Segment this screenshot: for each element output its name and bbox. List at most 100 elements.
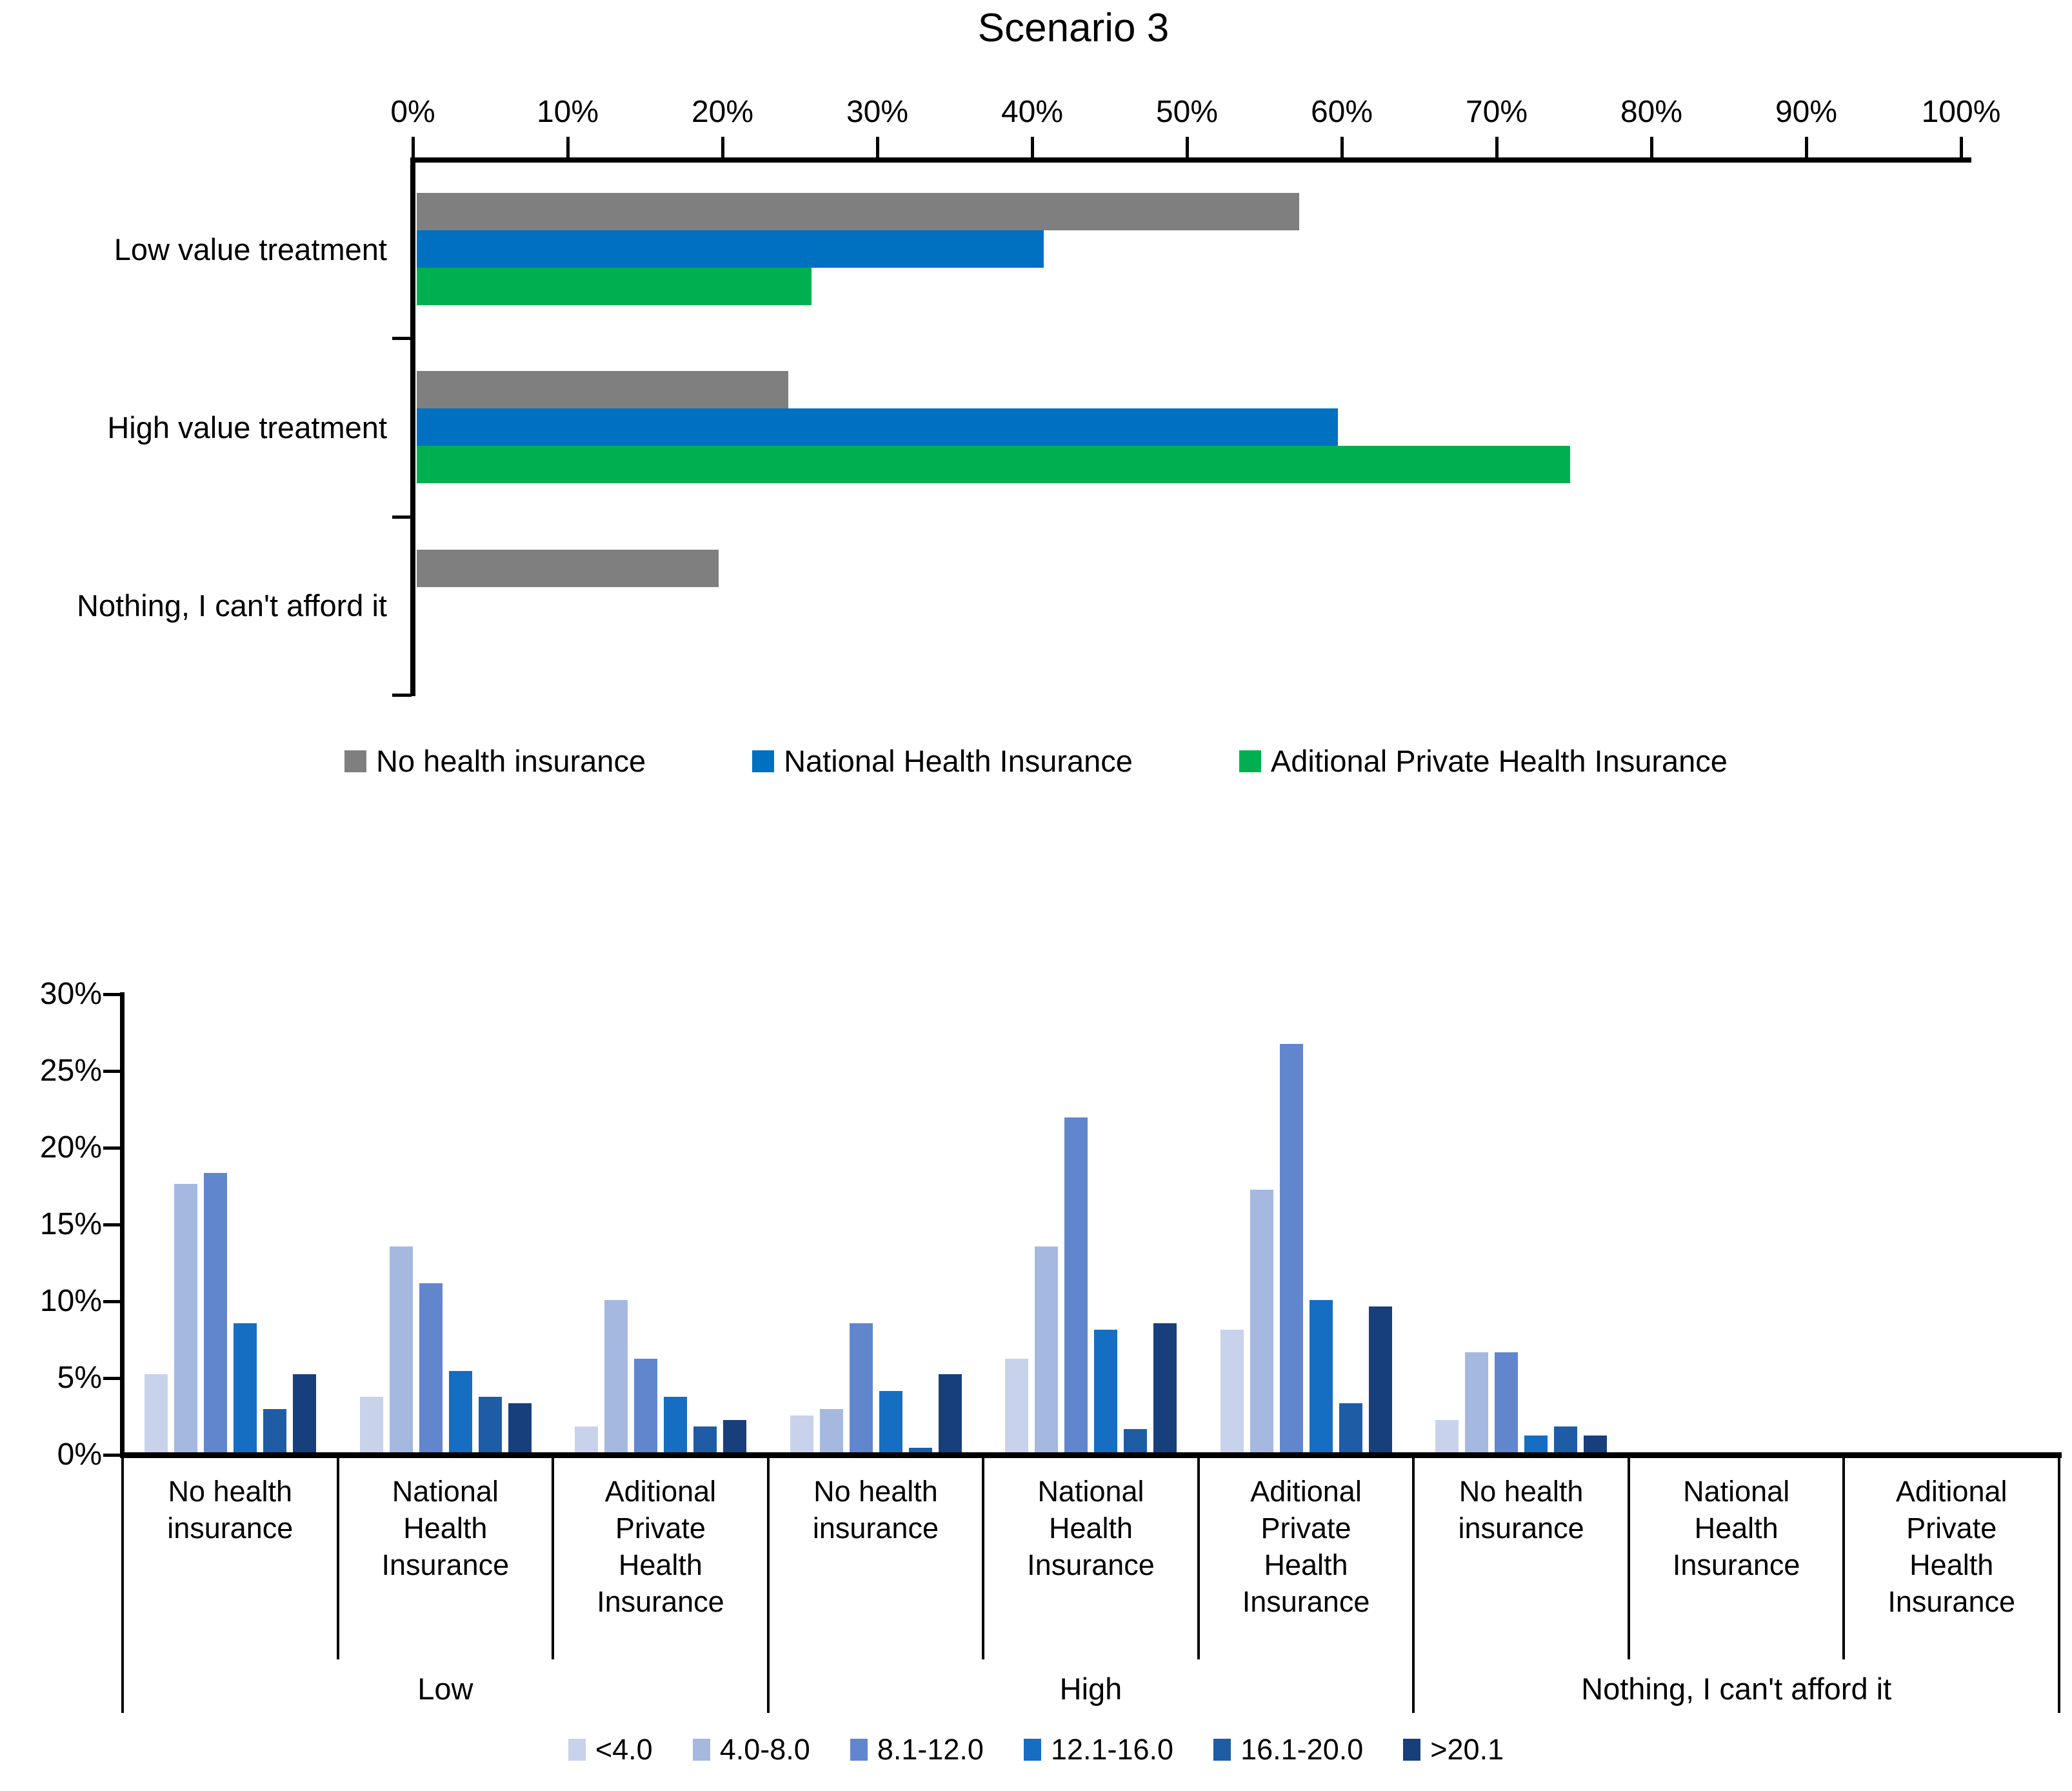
legend-swatch xyxy=(693,1739,710,1761)
bottom-bar xyxy=(1153,1323,1177,1452)
bottom-bar xyxy=(390,1246,413,1452)
top-x-tick-label: 80% xyxy=(1606,94,1697,130)
bottom-bar xyxy=(1369,1306,1392,1452)
legend-item: 8.1-12.0 xyxy=(850,1733,984,1766)
bottom-y-tick-mark xyxy=(103,1300,123,1303)
bottom-category-label-line: Private xyxy=(1844,1510,2059,1546)
bottom-category-label-line: Health xyxy=(1629,1510,1844,1546)
top-x-tick-label: 60% xyxy=(1297,94,1387,130)
legend-label: National Health Insurance xyxy=(784,743,1133,779)
legend-swatch xyxy=(1024,1739,1041,1761)
top-x-axis-line xyxy=(410,157,1971,163)
bottom-bar xyxy=(693,1426,717,1452)
top-bar xyxy=(417,408,1338,446)
top-x-tick-label: 50% xyxy=(1142,94,1232,130)
top-y-axis-line xyxy=(410,157,415,696)
legend-item: No health insurance xyxy=(344,743,646,779)
bottom-category-label-line: Private xyxy=(1199,1510,1414,1546)
bottom-category-label-line: No health xyxy=(1413,1473,1629,1510)
bottom-bar xyxy=(1005,1359,1028,1452)
legend-item: 4.0-8.0 xyxy=(693,1733,810,1766)
figure-canvas: Scenario 3 0%10%20%30%40%50%60%70%80%90%… xyxy=(0,0,2072,1791)
top-category-label: High value treatment xyxy=(0,338,387,516)
bottom-bar xyxy=(850,1323,873,1452)
bottom-y-tick-mark xyxy=(103,1223,123,1226)
bottom-category-cell: No healthinsurance xyxy=(768,1473,984,1546)
top-bar xyxy=(417,230,1044,268)
legend-swatch xyxy=(568,1739,586,1761)
top-category-label: Low value treatment xyxy=(0,160,387,338)
bottom-y-tick-label: 0% xyxy=(0,1437,102,1473)
legend-swatch xyxy=(1403,1739,1420,1761)
bottom-bar xyxy=(419,1283,443,1452)
legend-item: >20.1 xyxy=(1403,1733,1504,1766)
bottom-bar xyxy=(634,1359,657,1452)
legend-swatch xyxy=(1213,1739,1231,1761)
bottom-category-label-line: insurance xyxy=(1413,1510,1629,1546)
bottom-bar xyxy=(723,1420,746,1452)
bottom-category-label-line: National xyxy=(1629,1473,1844,1510)
chart-title: Scenario 3 xyxy=(978,5,1169,51)
bottom-category-label-line: Health xyxy=(1844,1546,2059,1583)
bottom-category-cell: AditionalPrivateHealthInsurance xyxy=(1844,1473,2059,1620)
bottom-bar xyxy=(1339,1403,1362,1452)
top-x-tick-label: 100% xyxy=(1916,94,2006,130)
top-x-tick-mark xyxy=(876,137,879,159)
legend-item: 16.1-20.0 xyxy=(1213,1733,1363,1766)
bottom-category-label-line: Insurance xyxy=(338,1546,553,1583)
top-y-tick-mark xyxy=(392,337,412,340)
legend-swatch xyxy=(850,1739,868,1761)
top-x-tick-mark xyxy=(412,137,415,159)
bottom-category-label-line: National xyxy=(338,1473,553,1510)
legend-item: Aditional Private Health Insurance xyxy=(1239,743,1728,779)
top-x-tick-mark xyxy=(1495,137,1499,159)
legend-label: 4.0-8.0 xyxy=(720,1733,810,1766)
bottom-category-label-line: Aditional xyxy=(553,1473,768,1510)
bottom-category-label-line: Aditional xyxy=(1199,1473,1414,1510)
bottom-y-tick-mark xyxy=(103,1377,123,1380)
bottom-bar xyxy=(1250,1190,1273,1452)
legend-label: 12.1-16.0 xyxy=(1051,1733,1173,1766)
top-x-tick-mark xyxy=(1186,137,1189,159)
top-x-tick-mark xyxy=(1650,137,1653,159)
top-x-tick-label: 30% xyxy=(832,94,922,130)
bottom-y-tick-mark xyxy=(103,1146,123,1150)
bottom-category-label-line: Health xyxy=(983,1510,1199,1546)
bottom-y-tick-label: 10% xyxy=(0,1283,102,1319)
bottom-bar xyxy=(1310,1300,1333,1452)
top-bar xyxy=(417,193,1299,230)
top-category-label: Nothing, I can't afford it xyxy=(0,517,387,695)
bottom-bar xyxy=(508,1403,532,1452)
top-x-tick-label: 40% xyxy=(987,94,1077,130)
bottom-x-axis-line xyxy=(120,1452,2062,1458)
bottom-bar xyxy=(1554,1426,1577,1452)
bottom-bar xyxy=(879,1391,902,1452)
top-x-tick-label: 20% xyxy=(677,94,768,130)
bottom-category-label-line: No health xyxy=(123,1473,338,1510)
legend-label: No health insurance xyxy=(376,743,646,779)
top-bar xyxy=(417,550,719,587)
bottom-bar xyxy=(1064,1117,1088,1452)
bottom-category-cell: NationalHealthInsurance xyxy=(1629,1473,1844,1583)
bottom-bar xyxy=(449,1371,472,1452)
bottom-category-label-line: Insurance xyxy=(1844,1583,2059,1620)
bottom-bar xyxy=(360,1397,383,1452)
bottom-y-tick-label: 15% xyxy=(0,1206,102,1243)
top-bar xyxy=(417,446,1570,483)
bottom-bar xyxy=(1124,1429,1147,1452)
top-x-tick-mark xyxy=(1340,137,1344,159)
bottom-bar xyxy=(1035,1246,1058,1452)
bottom-bar xyxy=(263,1409,286,1452)
bottom-bar xyxy=(1524,1436,1548,1452)
top-x-tick-mark xyxy=(566,137,570,159)
bottom-category-label-line: National xyxy=(983,1473,1199,1510)
bottom-bar xyxy=(1584,1436,1607,1452)
legend-label: 8.1-12.0 xyxy=(877,1733,984,1766)
bottom-category-cell: NationalHealthInsurance xyxy=(338,1473,553,1583)
bottom-group-label: Low xyxy=(123,1671,768,1707)
bottom-y-tick-label: 25% xyxy=(0,1053,102,1089)
bottom-category-label-line: insurance xyxy=(768,1510,984,1546)
bottom-bar xyxy=(790,1416,813,1452)
bottom-category-label-line: Insurance xyxy=(983,1546,1199,1583)
bottom-group-label: High xyxy=(768,1671,1414,1707)
